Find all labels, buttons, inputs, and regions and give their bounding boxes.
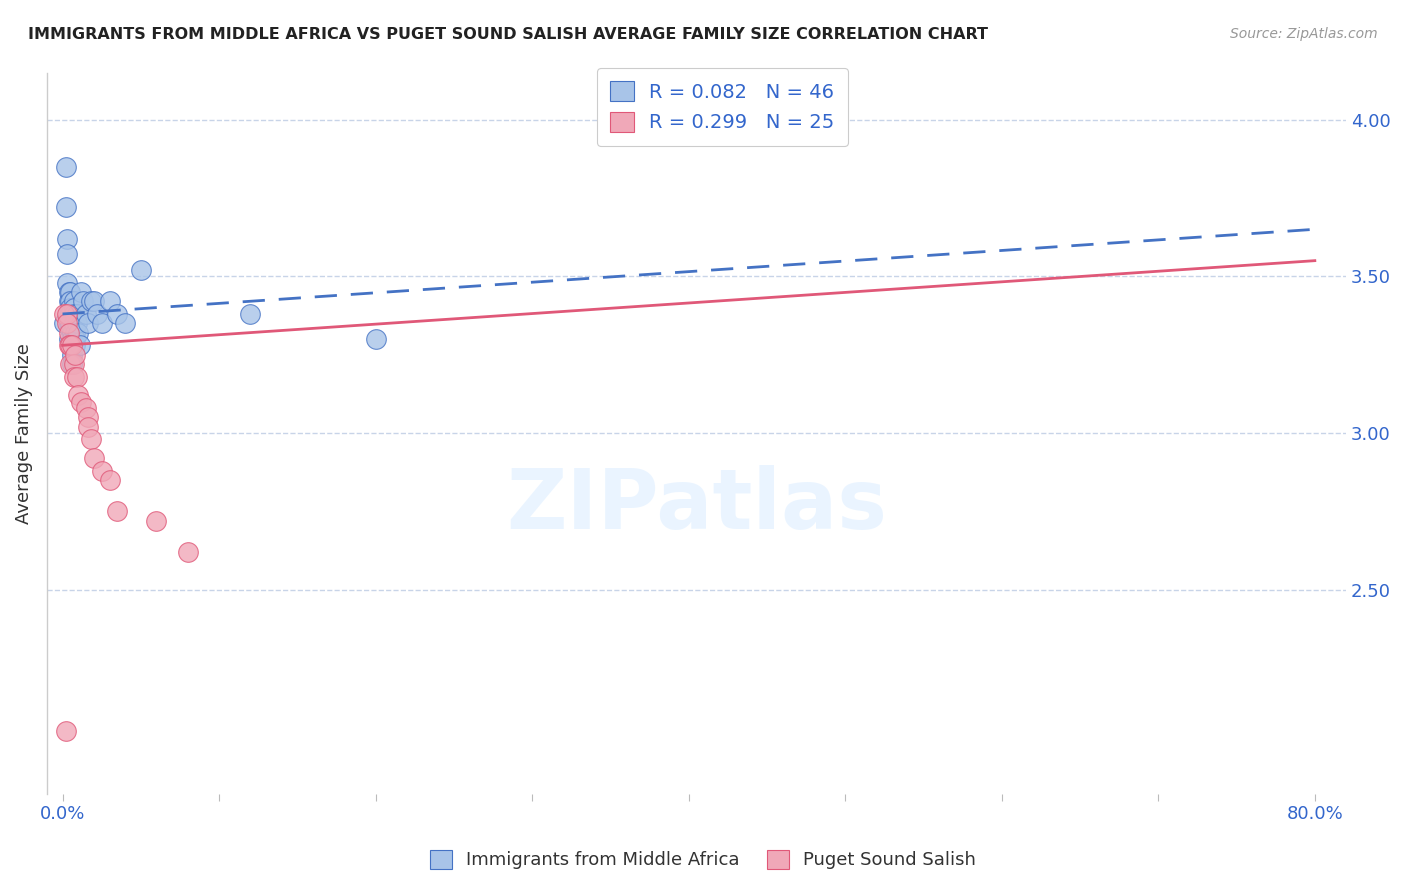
Point [62,317,84,331]
Point [69,338,91,352]
Point [58,307,80,321]
Point [60,326,83,340]
Point [62,301,84,315]
Legend: Immigrants from Middle Africa, Puget Sound Salish: Immigrants from Middle Africa, Puget Sou… [422,841,984,879]
Point [56,247,79,261]
Point [59,338,82,352]
Legend: R = 0.082   N = 46, R = 0.299   N = 25: R = 0.082 N = 46, R = 0.299 N = 25 [596,68,848,145]
Point [67,326,90,340]
Point [58,294,80,309]
Point [239,307,262,321]
Point [145,514,167,528]
Point [63,338,86,352]
Point [66,307,89,321]
Point [66,317,89,331]
Point [56,317,79,331]
Text: IMMIGRANTS FROM MIDDLE AFRICA VS PUGET SOUND SALISH AVERAGE FAMILY SIZE CORRELAT: IMMIGRANTS FROM MIDDLE AFRICA VS PUGET S… [28,27,988,42]
Point [75,401,97,415]
Point [83,451,105,466]
Point [60,357,83,371]
Point [83,294,105,309]
Point [63,332,86,346]
Point [98,473,121,487]
Point [55,723,77,738]
Point [62,307,84,321]
Point [70,394,93,409]
Point [72,294,94,309]
Point [70,285,93,299]
Point [58,285,80,299]
Point [58,317,80,331]
Point [53,307,76,321]
Point [62,369,84,384]
Point [76,420,98,434]
Point [59,317,82,331]
Point [55,160,77,174]
Point [177,545,200,559]
Point [76,410,98,425]
Point [59,301,82,315]
Point [60,338,83,352]
Point [59,285,82,299]
Point [63,348,86,362]
Point [56,276,79,290]
Point [80,433,103,447]
Text: ZIPatlas: ZIPatlas [506,465,887,546]
Text: Source: ZipAtlas.com: Source: ZipAtlas.com [1230,27,1378,41]
Y-axis label: Average Family Size: Average Family Size [15,343,32,524]
Point [86,307,108,321]
Point [56,232,79,246]
Point [90,464,112,478]
Point [98,294,121,309]
Point [59,294,82,309]
Point [58,326,80,340]
Point [58,338,80,352]
Point [114,317,136,331]
Point [58,332,80,346]
Point [76,317,98,331]
Point [90,317,112,331]
Point [67,388,90,402]
Point [129,263,152,277]
Point [60,332,83,346]
Point [105,307,128,321]
Point [62,357,84,371]
Point [80,294,103,309]
Point [59,357,82,371]
Point [56,307,79,321]
Point [60,338,83,352]
Point [66,369,89,384]
Point [105,504,128,518]
Point [53,317,76,331]
Point [60,348,83,362]
Point [59,307,82,321]
Point [63,326,86,340]
Point [364,332,387,346]
Point [75,307,97,321]
Point [55,200,77,214]
Point [62,294,84,309]
